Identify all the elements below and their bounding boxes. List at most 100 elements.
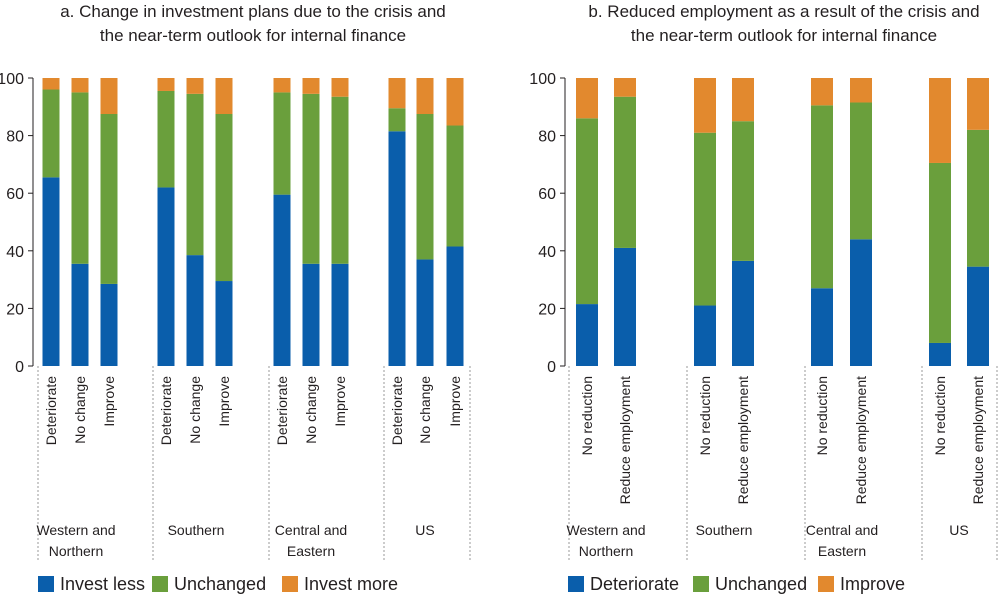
bar-segment-deteriorate [732,260,754,366]
group-label: Southern [168,522,225,538]
y-tick-label: 60 [6,186,24,203]
chart-title-line: a. Change in investment plans due to the… [60,2,446,21]
bar-segment-unchanged [71,92,89,264]
category-label: No change [72,376,88,444]
bar-segment-invest-more [215,78,233,114]
y-tick-label: 60 [538,186,556,203]
group-label: Northern [49,543,103,559]
chart-title-line: b. Reduced employment as a result of the… [588,2,979,21]
bar-segment-unchanged [157,90,175,188]
category-label: Deteriorate [158,376,174,445]
bar-segment-invest-more [71,78,89,93]
bar-segment-invest-less [42,177,60,366]
bar-segment-deteriorate [850,239,872,366]
group-label: US [415,522,434,538]
bar-segment-improve [967,78,989,130]
bar-segment-improve [732,78,754,122]
bar-segment-improve [850,78,872,103]
category-label: No reduction [932,376,948,455]
bar-segment-invest-more [302,78,320,94]
category-label: Improve [101,376,117,427]
bar-segment-unchanged [42,89,60,178]
group-label: Western and [36,522,115,538]
group-label: US [949,522,968,538]
y-tick-label: 0 [547,359,556,376]
legend-label: Deteriorate [590,574,679,594]
y-tick-label: 80 [538,129,556,146]
category-label: Deteriorate [274,376,290,445]
legend-swatch [282,576,298,592]
legend-swatch [152,576,168,592]
chart-title-line: the near-term outlook for internal finan… [100,26,406,45]
y-tick-label: 100 [0,71,24,88]
y-tick-label: 40 [6,244,24,261]
chart-title-line: the near-term outlook for internal finan… [631,26,937,45]
bar-segment-invest-more [42,78,60,90]
employment-chart: b. Reduced employment as a result of the… [529,2,998,594]
bar-segment-improve [614,78,636,97]
bar-segment-unchanged [388,108,406,132]
bar-segment-invest-less [157,187,175,366]
bar-segment-unchanged [811,105,833,289]
bar-segment-unchanged [614,96,636,248]
bar-segment-unchanged [850,102,872,240]
y-tick-label: 100 [529,71,556,88]
category-label: No reduction [579,376,595,455]
group-label: Southern [696,522,753,538]
category-label: No change [187,376,203,444]
legend-label: Invest less [60,574,145,594]
y-tick-label: 40 [538,244,556,261]
bar-segment-invest-more [446,78,464,126]
y-tick-label: 0 [15,359,24,376]
category-label: No reduction [697,376,713,455]
bar-segment-unchanged [273,92,291,195]
category-label: No change [303,376,319,444]
bar-segment-unchanged [215,114,233,282]
bar-segment-unchanged [331,96,349,264]
category-label: No change [417,376,433,444]
y-tick-label: 20 [6,301,24,318]
bar-segment-unchanged [186,93,204,256]
bar-segment-deteriorate [967,266,989,366]
legend-swatch [38,576,54,592]
legend-label: Unchanged [715,574,807,594]
bar-segment-invest-less [302,263,320,366]
bar-segment-improve [929,78,951,163]
group-label: Northern [579,543,633,559]
legend-swatch [693,576,709,592]
group-label: Central and [275,522,347,538]
bar-segment-improve [694,78,716,133]
group-label: Central and [806,522,878,538]
category-label: Improve [447,376,463,427]
legend-swatch [818,576,834,592]
category-label: Reduce employment [617,376,633,505]
bar-segment-invest-more [388,78,406,109]
bar-segment-unchanged [416,114,434,260]
category-label: No reduction [814,376,830,455]
bar-segment-invest-more [273,78,291,93]
group-label: Eastern [818,543,866,559]
category-label: Deteriorate [389,376,405,445]
bar-segment-deteriorate [811,288,833,366]
bar-segment-invest-less [446,246,464,366]
group-label: Western and [566,522,645,538]
bar-segment-unchanged [732,121,754,261]
bar-segment-invest-less [273,194,291,366]
bar-segment-invest-less [71,263,89,366]
bar-segment-unchanged [576,118,598,305]
bar-segment-unchanged [929,162,951,343]
group-label: Eastern [287,543,335,559]
bar-segment-invest-more [416,78,434,114]
bar-segment-invest-less [331,263,349,366]
y-tick-label: 80 [6,129,24,146]
bar-segment-deteriorate [576,304,598,366]
investment-plans-chart: a. Change in investment plans due to the… [0,2,471,594]
bar-segment-deteriorate [929,342,951,366]
category-label: Improve [332,376,348,427]
category-label: Improve [216,376,232,427]
category-label: Deteriorate [43,376,59,445]
legend-label: Improve [840,574,905,594]
bar-segment-improve [576,78,598,119]
bar-segment-deteriorate [694,305,716,366]
legend-label: Invest more [304,574,398,594]
